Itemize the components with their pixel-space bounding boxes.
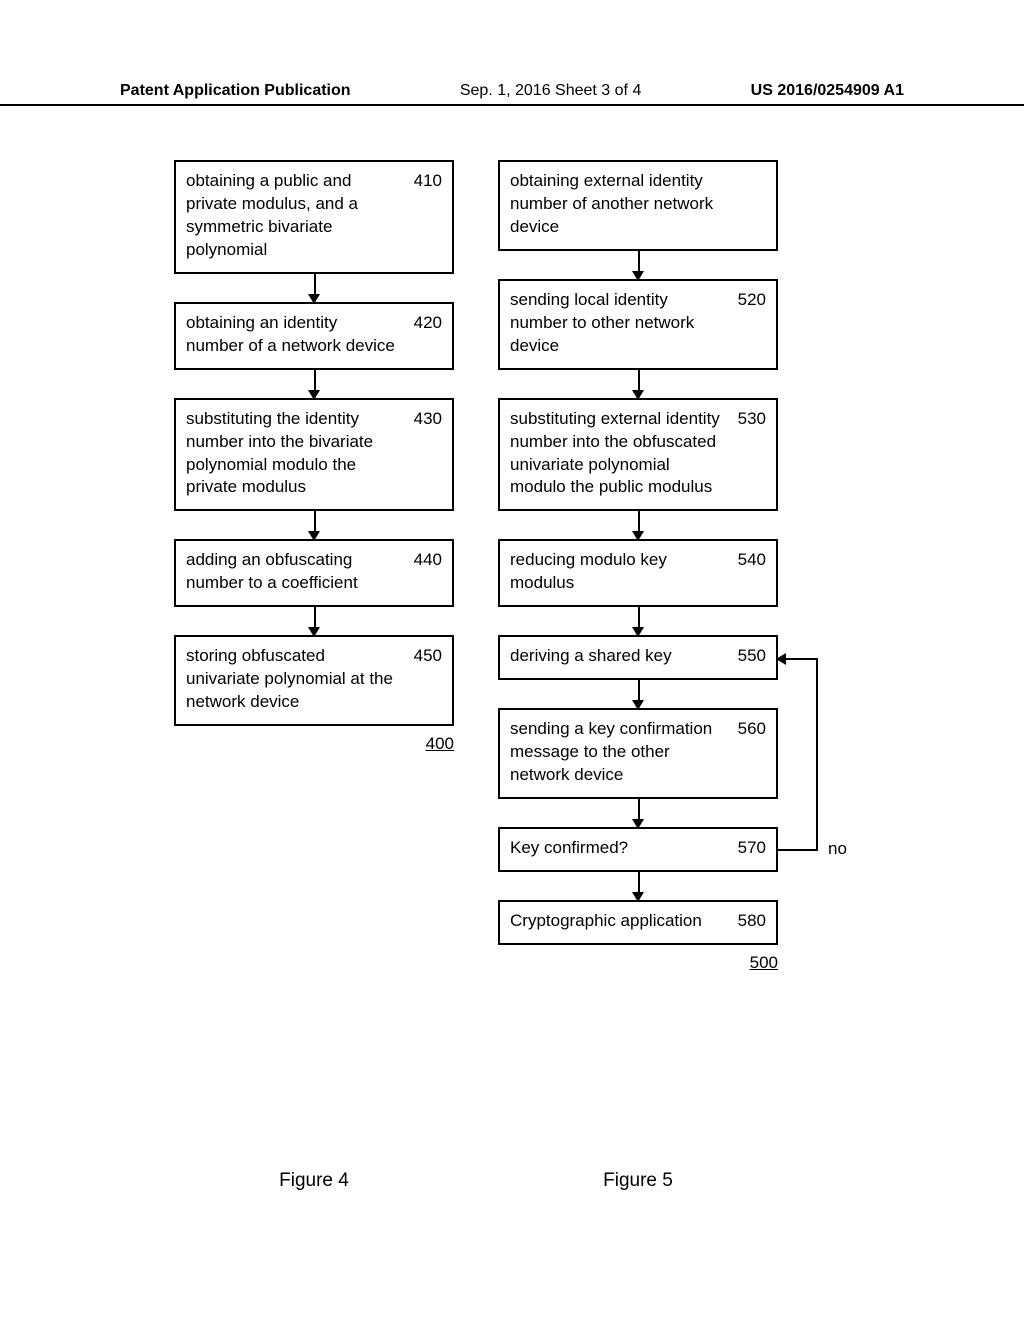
box-text: adding an obfuscating number to a coeffi… [186,549,398,595]
box-570: Key confirmed? 570 [498,827,778,872]
box-text: sending local identity number to other n… [510,289,722,358]
no-label: no [828,839,847,859]
box-540: reducing modulo key modulus 540 [498,539,778,607]
box-550: deriving a shared key 550 [498,635,778,680]
figure-4-caption: Figure 4 [174,1170,454,1192]
arrow [498,370,778,398]
arrow [174,607,454,635]
box-text: obtaining a public and private modulus, … [186,170,398,262]
figure-5-caption: Figure 5 [498,1170,778,1192]
box-num: 540 [722,549,766,572]
arrow [498,251,778,279]
box-num: 520 [722,289,766,312]
box-text: Key confirmed? [510,837,722,860]
box-510: obtaining external identity number of an… [498,160,778,251]
box-430: substituting the identity number into th… [174,398,454,512]
box-560: sending a key confirmation message to th… [498,708,778,799]
arrow [174,274,454,302]
box-text: sending a key confirmation message to th… [510,718,722,787]
arrow [174,511,454,539]
box-520: sending local identity number to other n… [498,279,778,370]
box-text: substituting external identity number in… [510,408,722,500]
box-text: Cryptographic application [510,910,722,933]
box-num: 560 [722,718,766,741]
box-num: 580 [722,910,766,933]
arrow [498,799,778,827]
box-530: substituting external identity number in… [498,398,778,512]
box-text: substituting the identity number into th… [186,408,398,500]
arrow [498,872,778,900]
box-text: obtaining an identity number of a networ… [186,312,398,358]
arrow [498,680,778,708]
box-580: Cryptographic application 580 [498,900,778,945]
header-right: US 2016/0254909 A1 [751,82,904,100]
header-center: Sep. 1, 2016 Sheet 3 of 4 [460,82,641,100]
flowchart-right: obtaining external identity number of an… [498,160,778,973]
flowchart-left: obtaining a public and private modulus, … [174,160,454,754]
box-num: 410 [398,170,442,193]
box-num: 450 [398,645,442,668]
box-text: storing obfuscated univariate polynomial… [186,645,398,714]
arrow [498,511,778,539]
caption-text: Figure 5 [603,1170,673,1191]
page-header: Patent Application Publication Sep. 1, 2… [0,82,1024,106]
box-num: 530 [722,408,766,431]
box-450: storing obfuscated univariate polynomial… [174,635,454,726]
box-text: obtaining external identity number of an… [510,170,722,239]
header-left: Patent Application Publication [120,82,351,100]
box-410: obtaining a public and private modulus, … [174,160,454,274]
box-text: deriving a shared key [510,645,722,668]
chart-label-500: 500 [498,953,778,973]
box-num: 420 [398,312,442,335]
box-num: 550 [722,645,766,668]
box-440: adding an obfuscating number to a coeffi… [174,539,454,607]
box-num: 570 [722,837,766,860]
chart-label-400: 400 [174,734,454,754]
arrow [498,607,778,635]
caption-text: Figure 4 [279,1170,349,1191]
box-text: reducing modulo key modulus [510,549,722,595]
arrow [174,370,454,398]
box-420: obtaining an identity number of a networ… [174,302,454,370]
box-num: 440 [398,549,442,572]
box-num: 430 [398,408,442,431]
